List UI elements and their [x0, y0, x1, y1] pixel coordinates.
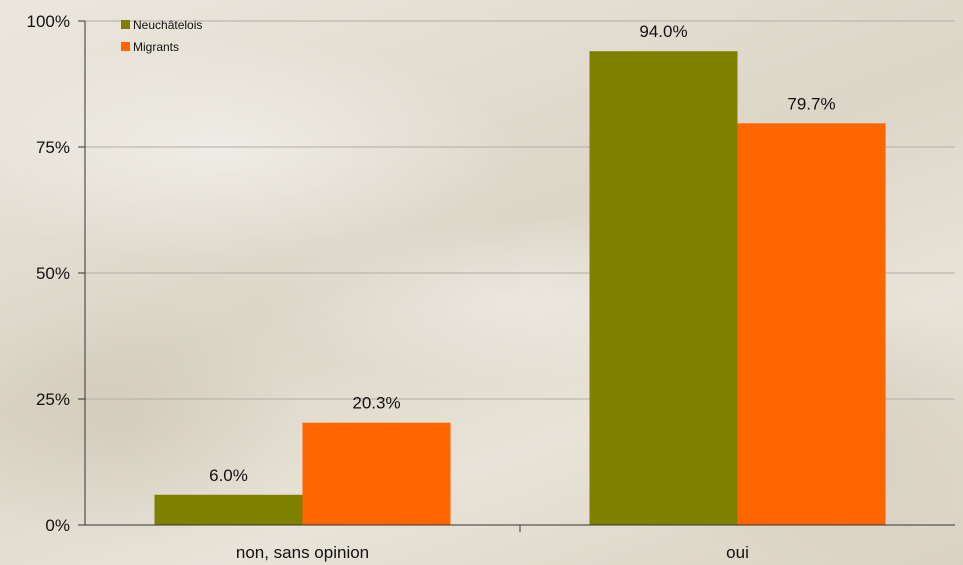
bar-migrants-0 — [302, 422, 451, 525]
legend: Neuchâtelois Migrants — [121, 18, 202, 54]
legend-swatch-neuchatelois — [121, 20, 130, 29]
data-label: 94.0% — [639, 22, 687, 41]
y-tick-label: 25% — [36, 390, 70, 409]
legend-label: Migrants — [133, 40, 179, 54]
x-tick-label: non, sans opinion — [236, 543, 369, 562]
bar-neuchatelois-0 — [154, 494, 303, 525]
data-labels: 6.0% 20.3% 94.0% 79.7% — [209, 22, 835, 485]
data-label: 79.7% — [787, 94, 835, 113]
x-tick-label: oui — [726, 543, 749, 562]
bar-neuchatelois-1 — [589, 51, 738, 526]
legend-label: Neuchâtelois — [133, 18, 202, 32]
bar-migrants-1 — [737, 123, 886, 525]
x-tick-labels: non, sans opinion oui — [236, 543, 749, 562]
legend-swatch-migrants — [121, 42, 130, 51]
y-tick-label: 0% — [45, 516, 70, 535]
y-tick-labels: 0% 25% 50% 75% 100% — [27, 12, 70, 535]
y-tick-label: 75% — [36, 138, 70, 157]
axes — [78, 20, 955, 532]
bars — [154, 51, 886, 526]
y-tick-label: 100% — [27, 12, 70, 31]
data-label: 20.3% — [352, 394, 400, 413]
y-tick-label: 50% — [36, 264, 70, 283]
data-label: 6.0% — [209, 466, 248, 485]
